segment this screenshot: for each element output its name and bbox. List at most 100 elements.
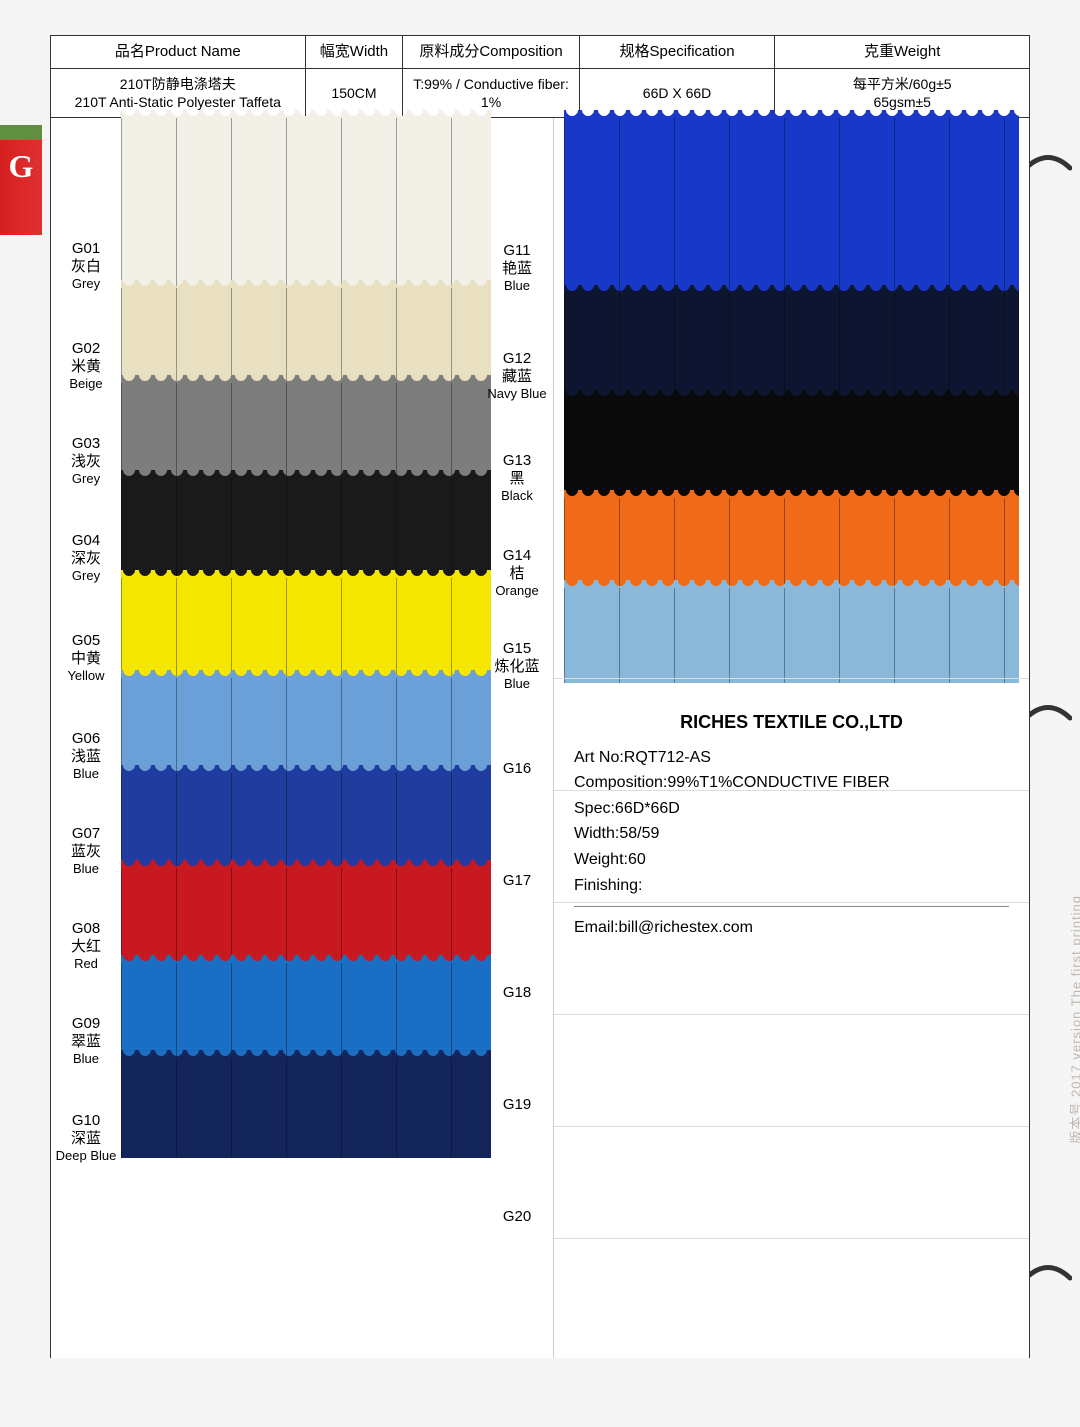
swatch-code: G18 xyxy=(503,984,531,1002)
swatch-name-cn: 深灰 xyxy=(71,550,101,568)
swatch-code: G09 xyxy=(72,1015,100,1033)
swatch-code: G17 xyxy=(503,872,531,890)
swatch-code: G19 xyxy=(503,1096,531,1114)
empty-slot-row xyxy=(554,790,1029,902)
fabric-swatch xyxy=(564,398,1019,498)
empty-slot-row xyxy=(554,1014,1029,1126)
fabric-swatch xyxy=(121,678,491,773)
binder-ring-icon xyxy=(1024,1265,1072,1291)
swatch-code: G11 xyxy=(503,242,530,260)
fabric-swatch xyxy=(564,118,1019,293)
swatch-name-en: Deep Blue xyxy=(56,1148,117,1164)
swatch-name-cn: 大红 xyxy=(71,938,101,956)
swatch-name-cn: 桔 xyxy=(509,565,524,583)
swatch-code: G16 xyxy=(503,760,531,778)
swatch-name-en: Navy Blue xyxy=(487,386,546,402)
swatch-name-cn: 浅灰 xyxy=(71,453,101,471)
fabric-swatch xyxy=(121,963,491,1058)
swatch-label: G07蓝灰Blue xyxy=(51,803,121,898)
swatch-label: G09翠蓝Blue xyxy=(51,993,121,1088)
right-block: RICHES TEXTILE CO.,LTD Art No:RQT712-AS … xyxy=(553,118,1029,1358)
side-version-text: 版本号 2017 version The first printing xyxy=(1066,895,1080,1144)
binder-ring-icon xyxy=(1024,155,1072,181)
fabric-swatch xyxy=(121,478,491,578)
swatch-name-cn: 浅蓝 xyxy=(71,748,101,766)
swatch-name-cn: 中黄 xyxy=(71,650,101,668)
swatch-code: G12 xyxy=(503,350,531,368)
col-header: 幅宽Width xyxy=(305,36,403,69)
swatch-label: G05中黄Yellow xyxy=(51,608,121,708)
left-swatch-column xyxy=(121,118,481,1358)
swatch-name-cn: 灰白 xyxy=(71,258,101,276)
swatch-name-cn: 炼化蓝 xyxy=(494,658,539,676)
swatch-label: G15炼化蓝Blue xyxy=(481,618,553,713)
tab-letter: G xyxy=(9,148,34,185)
swatch-label: G12藏蓝Navy Blue xyxy=(481,323,553,428)
swatch-code: G05 xyxy=(72,632,100,650)
col-header: 克重Weight xyxy=(775,36,1030,69)
weight-en: 65gsm±5 xyxy=(779,93,1025,111)
swatch-code: G15 xyxy=(503,640,531,658)
swatch-code: G13 xyxy=(503,452,531,470)
fabric-swatch xyxy=(121,868,491,963)
fabric-swatch xyxy=(564,588,1019,683)
empty-slot-row xyxy=(554,678,1029,790)
swatch-code: G20 xyxy=(503,1208,531,1226)
swatch-name-en: Blue xyxy=(504,278,530,294)
swatch-name-cn: 翠蓝 xyxy=(71,1033,101,1051)
swatch-name-cn: 蓝灰 xyxy=(71,843,101,861)
section-tab: G xyxy=(0,125,42,235)
swatch-name-en: Blue xyxy=(504,676,530,692)
swatch-label: G14桔Orange xyxy=(481,528,553,618)
swatch-code: G03 xyxy=(72,435,100,453)
col-header: 规格Specification xyxy=(579,36,775,69)
fabric-swatch xyxy=(121,383,491,478)
swatch-name-cn: 米黄 xyxy=(71,358,101,376)
swatch-name-en: Blue xyxy=(73,1051,99,1067)
swatch-label: G04深灰Grey xyxy=(51,508,121,608)
col-header: 原料成分Composition xyxy=(403,36,579,69)
swatch-label: G01灰白Grey xyxy=(51,213,121,318)
empty-slot-row xyxy=(554,1238,1029,1350)
swatch-label: G08大红Red xyxy=(51,898,121,993)
swatch-name-cn: 艳蓝 xyxy=(502,260,532,278)
swatch-label: G03浅灰Grey xyxy=(51,413,121,508)
swatch-code: G01 xyxy=(72,240,100,258)
col-header: 品名Product Name xyxy=(51,36,306,69)
fabric-swatch xyxy=(564,498,1019,588)
swatch-name-en: Blue xyxy=(73,861,99,877)
fabric-swatch xyxy=(121,773,491,868)
swatch-label-empty: G16 xyxy=(481,713,553,825)
swatch-grid: G01灰白GreyG02米黄BeigeG03浅灰GreyG04深灰GreyG05… xyxy=(50,118,1030,1358)
swatch-name-cn: 藏蓝 xyxy=(502,368,532,386)
swatch-label: G10深蓝Deep Blue xyxy=(51,1088,121,1188)
swatch-name-en: Grey xyxy=(72,568,100,584)
swatch-code: G07 xyxy=(72,825,100,843)
swatch-name-en: Grey xyxy=(72,276,100,292)
fabric-swatch xyxy=(121,288,491,383)
fabric-swatch xyxy=(564,293,1019,398)
swatch-code: G02 xyxy=(72,340,100,358)
swatch-name-en: Beige xyxy=(69,376,102,392)
swatch-code: G06 xyxy=(72,730,100,748)
swatch-label-empty: G19 xyxy=(481,1049,553,1161)
swatch-code: G04 xyxy=(72,532,100,550)
empty-slot-row xyxy=(554,902,1029,1014)
swatch-label-empty: G17 xyxy=(481,825,553,937)
swatch-code: G08 xyxy=(72,920,100,938)
spec-header-table: 品名Product Name 幅宽Width 原料成分Composition 规… xyxy=(50,35,1030,118)
swatch-label-empty: G18 xyxy=(481,937,553,1049)
swatch-name-en: Black xyxy=(501,488,533,504)
swatch-name-en: Grey xyxy=(72,471,100,487)
fabric-swatch xyxy=(121,578,491,678)
swatch-label: G02米黄Beige xyxy=(51,318,121,413)
swatch-name-en: Orange xyxy=(495,583,538,599)
swatch-code: G10 xyxy=(72,1112,100,1130)
swatch-name-cn: 黑 xyxy=(509,470,524,488)
right-label-column: G11艳蓝BlueG12藏蓝Navy BlueG13黑BlackG14桔Oran… xyxy=(481,118,553,1358)
product-name-en: 210T Anti-Static Polyester Taffeta xyxy=(55,93,301,111)
swatch-name-en: Blue xyxy=(73,766,99,782)
swatch-label: G06浅蓝Blue xyxy=(51,708,121,803)
weight-cn: 每平方米/60g±5 xyxy=(779,75,1025,93)
swatch-label: G13黑Black xyxy=(481,428,553,528)
